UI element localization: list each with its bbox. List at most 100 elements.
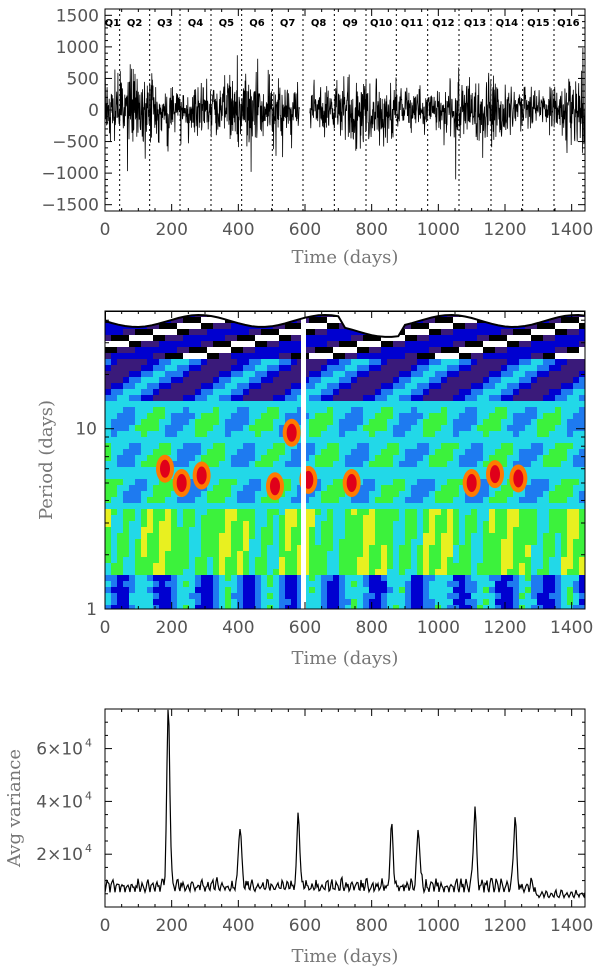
wavelet-cell bbox=[315, 317, 322, 324]
wavelet-cell bbox=[435, 347, 442, 354]
wavelet-cell bbox=[249, 557, 256, 564]
wavelet-cell bbox=[141, 551, 148, 558]
wavelet-cell bbox=[507, 407, 514, 414]
wavelet-cell bbox=[345, 449, 352, 456]
wavelet-cell bbox=[117, 473, 124, 480]
wavelet-cell bbox=[489, 443, 496, 450]
wavelet-cell bbox=[303, 371, 310, 378]
wavelet-cell bbox=[543, 377, 550, 384]
wavelet-cell bbox=[555, 593, 562, 600]
wavelet-cell bbox=[543, 347, 550, 354]
wavelet-cell bbox=[231, 605, 238, 609]
wavelet-cell bbox=[573, 473, 580, 480]
wavelet-cell bbox=[405, 383, 412, 390]
wavelet-cell bbox=[339, 395, 346, 402]
wavelet-cell bbox=[537, 395, 544, 402]
wavelet-cell bbox=[105, 479, 112, 486]
wavelet-cell bbox=[333, 317, 340, 324]
wavelet-cell bbox=[129, 515, 136, 522]
wavelet-cell bbox=[279, 551, 286, 558]
wavelet-cell bbox=[105, 569, 112, 576]
wavelet-cell bbox=[513, 389, 520, 396]
wavelet-cell bbox=[387, 575, 394, 582]
wavelet-cell bbox=[123, 557, 130, 564]
wavelet-cell bbox=[345, 605, 352, 609]
wavelet-cell bbox=[171, 461, 178, 468]
wavelet-cell bbox=[465, 569, 472, 576]
wavelet-cell bbox=[117, 383, 124, 390]
wavelet-cell bbox=[435, 437, 442, 444]
wavelet-cell bbox=[405, 365, 412, 372]
wavelet-cell bbox=[549, 575, 556, 582]
wavelet-cell bbox=[135, 419, 142, 426]
wavelet-cell bbox=[435, 413, 442, 420]
wavelet-cell bbox=[513, 395, 520, 402]
wavelet-cell bbox=[279, 605, 286, 609]
wavelet-cell bbox=[483, 371, 490, 378]
wavelet-cell bbox=[441, 389, 448, 396]
wavelet-cell bbox=[141, 359, 148, 366]
wavelet-cell bbox=[321, 437, 328, 444]
wavelet-cell bbox=[417, 413, 424, 420]
wavelet-cell bbox=[279, 395, 286, 402]
wavelet-cell bbox=[489, 389, 496, 396]
wavelet-cell bbox=[201, 569, 208, 576]
wavelet-cell bbox=[399, 365, 406, 372]
wavelet-cell bbox=[537, 353, 544, 360]
wavelet-cell bbox=[315, 599, 322, 606]
wavelet-cell bbox=[201, 593, 208, 600]
wavelet-cell bbox=[447, 389, 454, 396]
wavelet-cell bbox=[369, 359, 376, 366]
wavelet-cell bbox=[345, 359, 352, 366]
wavelet-cell bbox=[147, 599, 154, 606]
wavelet-cell bbox=[465, 401, 472, 408]
wavelet-cell bbox=[117, 455, 124, 462]
wavelet-cell bbox=[465, 521, 472, 528]
wavelet-cell bbox=[249, 383, 256, 390]
wavelet-cell bbox=[411, 413, 418, 420]
wavelet-cell bbox=[471, 365, 478, 372]
wavelet-cell bbox=[171, 323, 178, 330]
wavelet-cell bbox=[135, 455, 142, 462]
wavelet-cell bbox=[507, 509, 514, 516]
wavelet-cell bbox=[417, 521, 424, 528]
wavelet-cell bbox=[483, 491, 490, 498]
wavelet-cell bbox=[555, 533, 562, 540]
wavelet-cell bbox=[213, 407, 220, 414]
wavelet-cell bbox=[261, 599, 268, 606]
wavelet-cell bbox=[423, 449, 430, 456]
wavelet-cell bbox=[255, 599, 262, 606]
wavelet-cell bbox=[213, 551, 220, 558]
wavelet-cell bbox=[381, 425, 388, 432]
wavelet-cell bbox=[573, 485, 580, 492]
wavelet-cell bbox=[141, 353, 148, 360]
wavelet-cell bbox=[213, 521, 220, 528]
wavelet-cell bbox=[555, 557, 562, 564]
wavelet-cell bbox=[261, 533, 268, 540]
wavelet-cell bbox=[369, 521, 376, 528]
wavelet-cell bbox=[297, 413, 304, 420]
wavelet-cell bbox=[309, 371, 316, 378]
wavelet-cell bbox=[105, 335, 112, 342]
wavelet-cell bbox=[471, 353, 478, 360]
wavelet-cell bbox=[309, 443, 316, 450]
wavelet-cell bbox=[303, 557, 310, 564]
wavelet-cell bbox=[363, 365, 370, 372]
wavelet-cell bbox=[291, 467, 298, 474]
wavelet-cell bbox=[135, 581, 142, 588]
wavelet-cell bbox=[573, 395, 580, 402]
wavelet-cell bbox=[261, 377, 268, 384]
wavelet-cell bbox=[255, 365, 262, 372]
wavelet-cell bbox=[459, 407, 466, 414]
wavelet-cell bbox=[489, 365, 496, 372]
wavelet-cell bbox=[249, 521, 256, 528]
wavelet-cell bbox=[183, 533, 190, 540]
wavelet-cell bbox=[573, 401, 580, 408]
wavelet-cell bbox=[447, 515, 454, 522]
wavelet-cell bbox=[393, 599, 400, 606]
wavelet-cell bbox=[195, 455, 202, 462]
wavelet-cell bbox=[153, 431, 160, 438]
wavelet-cell bbox=[273, 509, 280, 516]
wavelet-cell bbox=[351, 443, 358, 450]
wavelet-cell bbox=[177, 431, 184, 438]
